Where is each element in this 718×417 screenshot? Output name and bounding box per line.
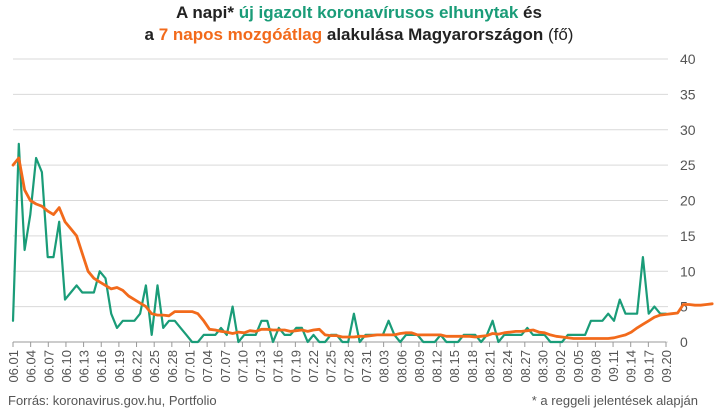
title-daily-deaths-label: új igazolt koronavírusos elhunytak — [238, 3, 519, 22]
x-tick-label: 09.08 — [588, 350, 603, 383]
y-tick-label: 5 — [680, 299, 688, 315]
x-tick-label: 08.15 — [447, 350, 462, 383]
x-tick-label: 06.04 — [24, 350, 39, 383]
x-tick-label: 08.21 — [483, 350, 498, 383]
title-line2-pre: a — [144, 25, 159, 44]
title-line2-post: alakulása Magyarországon — [322, 25, 548, 44]
x-tick-label: 07.07 — [218, 350, 233, 383]
x-tick-label: 07.25 — [324, 350, 339, 383]
x-tick-label: 09.02 — [553, 350, 568, 383]
x-tick-label: 08.06 — [394, 350, 409, 383]
footnote: * a reggeli jelentések alapján — [531, 393, 698, 408]
x-tick-label: 06.25 — [147, 350, 162, 383]
title-unit: (fő) — [547, 25, 574, 44]
x-tick-label: 07.10 — [235, 350, 250, 383]
title-line1-pre: A napi* — [176, 3, 239, 22]
x-tick-label: 08.24 — [500, 350, 515, 383]
y-tick-label: 30 — [680, 122, 696, 138]
y-tick-label: 40 — [680, 51, 696, 67]
x-tick-label: 09.17 — [641, 350, 656, 383]
title-moving-average-label: 7 napos mozgóátlag — [158, 25, 323, 44]
x-tick-label: 06.22 — [130, 350, 145, 383]
x-tick-label: 06.28 — [165, 350, 180, 383]
y-tick-label: 10 — [680, 263, 696, 279]
x-tick-label: 07.04 — [200, 350, 215, 383]
x-tick-label: 06.16 — [94, 350, 109, 383]
x-tick-label: 07.13 — [253, 350, 268, 383]
title-line-1: A napi* új igazolt koronavírusos elhunyt… — [0, 2, 718, 24]
y-tick-label: 35 — [680, 86, 696, 102]
title-line-2: a 7 napos mozgóátlag alakulása Magyarors… — [0, 24, 718, 46]
x-tick-label: 07.16 — [271, 350, 286, 383]
x-tick-label: 09.20 — [659, 350, 674, 383]
x-tick-label: 06.10 — [59, 350, 74, 383]
title-line1-post: és — [518, 3, 542, 22]
x-tick-label: 07.19 — [288, 350, 303, 383]
x-tick-label: 07.28 — [341, 350, 356, 383]
x-tick-label: 08.30 — [535, 350, 550, 383]
chart-title: A napi* új igazolt koronavírusos elhunyt… — [0, 2, 718, 46]
x-tick-label: 06.19 — [112, 350, 127, 383]
series-line-moving-average — [11, 156, 714, 340]
y-tick-label: 25 — [680, 157, 696, 173]
y-tick-label: 20 — [680, 193, 696, 209]
y-tick-label: 0 — [680, 334, 688, 350]
x-tick-label: 09.14 — [624, 350, 639, 383]
x-tick-label: 08.09 — [412, 350, 427, 383]
x-tick-label: 07.22 — [306, 350, 321, 383]
x-tick-label: 08.18 — [465, 350, 480, 383]
x-tick-label: 06.13 — [77, 350, 92, 383]
x-tick-label: 08.12 — [430, 350, 445, 383]
x-tick-label: 09.11 — [606, 350, 621, 382]
x-tick-label: 08.03 — [377, 350, 392, 383]
x-tick-label: 07.01 — [182, 350, 197, 383]
source-note: Forrás: koronavirus.gov.hu, Portfolio — [8, 393, 217, 408]
x-tick-label: 09.05 — [571, 350, 586, 383]
y-tick-label: 15 — [680, 228, 696, 244]
x-tick-label: 08.27 — [518, 350, 533, 383]
x-tick-label: 06.07 — [41, 350, 56, 383]
x-tick-label: 07.31 — [359, 350, 374, 383]
series-line-daily-deaths — [11, 142, 668, 344]
x-tick-label: 06.01 — [6, 350, 21, 383]
